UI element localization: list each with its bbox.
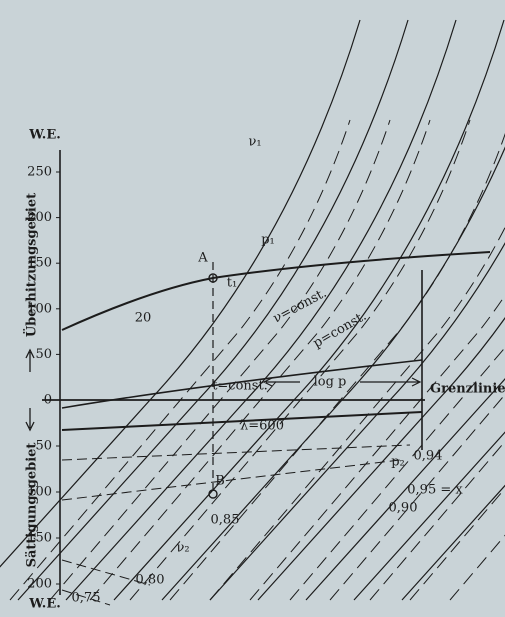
quality-line xyxy=(61,444,411,461)
point-b xyxy=(208,489,218,499)
quality-line xyxy=(61,459,401,501)
dashed-curve xyxy=(129,119,471,601)
solid-curve xyxy=(113,19,505,601)
boundary-label: Grenzlinie xyxy=(430,382,505,397)
quality-line xyxy=(61,589,111,606)
tick-label: 150 xyxy=(27,531,52,546)
top-unit: W.E. xyxy=(28,128,61,143)
curves xyxy=(0,19,505,606)
label: p₁ xyxy=(261,233,275,248)
isotherm xyxy=(61,359,423,409)
tick-label: 100 xyxy=(27,301,52,316)
label: 0,75 xyxy=(72,591,101,606)
bottom-unit: W.E. xyxy=(28,597,61,612)
solid-curve xyxy=(209,242,505,601)
label: B xyxy=(215,474,225,489)
label: 20 xyxy=(135,311,152,326)
dashed-curve xyxy=(209,226,505,601)
label: log p xyxy=(314,375,347,390)
label: 0,90 xyxy=(389,501,418,516)
tick-label: 250 xyxy=(27,165,52,180)
arrow-up xyxy=(25,348,35,372)
tick-label: 50 xyxy=(35,439,52,454)
tick-label: 0 xyxy=(44,393,52,408)
point-a xyxy=(208,273,218,283)
isobar xyxy=(61,251,491,331)
dashed-curve xyxy=(9,119,351,601)
arrow-down xyxy=(25,408,35,432)
label: ν₂ xyxy=(176,541,189,556)
solid-curve xyxy=(0,19,361,568)
label: 0,94 xyxy=(414,449,443,464)
dashed-curve xyxy=(89,119,431,601)
solid-curve xyxy=(65,19,457,601)
tick-label: 200 xyxy=(27,210,52,225)
solid-curve xyxy=(257,316,505,601)
solid-curve xyxy=(17,19,409,601)
quality-line xyxy=(61,411,423,431)
region-upper: Überhitzungsgebiet xyxy=(23,193,40,337)
label: λ=600 xyxy=(240,419,284,434)
log-p-arrow xyxy=(262,377,422,387)
label: p₂ xyxy=(391,455,405,470)
label: t=const. xyxy=(212,379,268,394)
label: ν₁ xyxy=(248,135,261,150)
tick-label: 150 xyxy=(27,256,52,271)
tick-label: 50 xyxy=(35,347,52,362)
tick-label: 200 xyxy=(27,577,52,592)
label: t₁ xyxy=(227,276,237,291)
label: 0,95 = x xyxy=(407,483,463,498)
label: 0,80 xyxy=(136,573,165,588)
region-lower: Sättigungsgebiet xyxy=(25,443,40,568)
dashed-curve xyxy=(49,119,391,601)
dashed-curve xyxy=(169,133,505,601)
label: 0,85 xyxy=(211,513,240,528)
quality-line xyxy=(61,559,151,586)
label: A xyxy=(197,251,208,266)
tick-label: 100 xyxy=(27,485,52,500)
